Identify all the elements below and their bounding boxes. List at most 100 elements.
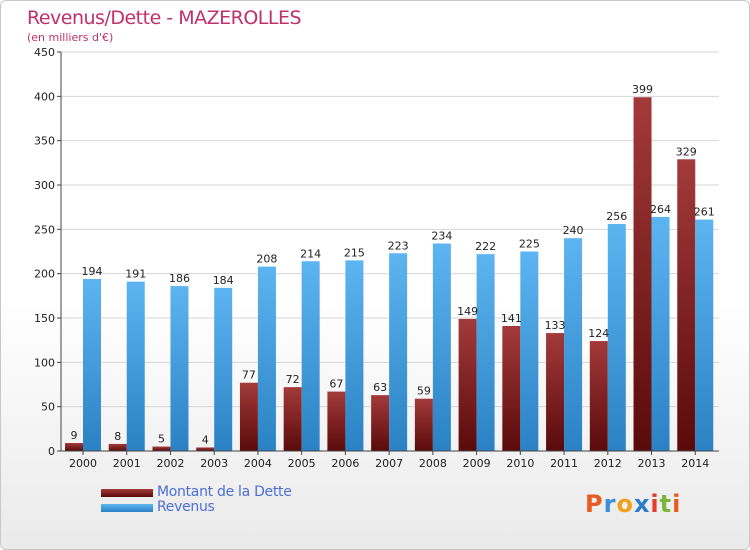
data-label-revenus: 234 [431, 230, 452, 243]
x-tick-label: 2011 [550, 457, 578, 470]
data-label-dette: 72 [286, 373, 300, 386]
bar-revenus [607, 224, 626, 451]
logo-letter: o [616, 490, 634, 518]
bar-dette [65, 443, 83, 451]
y-tick-label: 450 [34, 46, 55, 59]
legend-swatch-dette [101, 489, 153, 497]
y-tick-label: 200 [34, 268, 55, 281]
bar-revenus [564, 238, 583, 451]
data-label-revenus: 240 [563, 224, 584, 237]
chart-title: Revenus/Dette - MAZEROLLES [27, 7, 302, 29]
data-label-revenus: 225 [519, 238, 540, 251]
chart-subtitle: (en milliers d'€) [27, 31, 114, 44]
data-label-revenus: 222 [475, 240, 496, 253]
bar-revenus [83, 278, 101, 451]
y-tick-label: 0 [48, 445, 55, 458]
data-label-dette: 77 [242, 369, 256, 382]
data-label-dette: 9 [71, 429, 78, 442]
bar-dette [589, 341, 608, 451]
bar-dette [633, 97, 652, 451]
data-label-dette: 149 [457, 305, 478, 318]
data-label-revenus: 194 [82, 265, 103, 278]
data-label-revenus: 208 [256, 253, 277, 266]
y-tick-label: 100 [34, 356, 55, 369]
bar-dette [239, 382, 258, 451]
bar-revenus [432, 243, 451, 451]
bar-dette [458, 318, 477, 451]
bar-revenus [651, 216, 670, 451]
bar-revenus [301, 261, 320, 451]
bar-dette [546, 333, 565, 451]
data-label-dette: 133 [545, 319, 566, 332]
x-tick-label: 2009 [463, 457, 491, 470]
x-tick-label: 2006 [331, 457, 359, 470]
y-tick-label: 250 [34, 223, 55, 236]
data-label-dette: 4 [202, 433, 209, 446]
x-tick-label: 2000 [69, 457, 97, 470]
data-label-revenus: 264 [650, 203, 671, 216]
x-tick-label: 2001 [113, 457, 141, 470]
data-label-revenus: 223 [388, 239, 409, 252]
bar-revenus [257, 266, 276, 451]
bar-revenus [214, 287, 233, 451]
axes: 0 50 100 150 200 250 300 350 400 450 2000 2001 2002 2… [34, 46, 719, 470]
bar-dette [371, 395, 390, 451]
bar-revenus [170, 286, 189, 451]
data-label-revenus: 184 [213, 274, 234, 287]
logo-letter: t [659, 490, 673, 518]
data-label-revenus: 256 [606, 210, 627, 223]
bar-dette [414, 398, 433, 451]
logo-letter: P [585, 490, 604, 518]
proxiti-logo: Proxiti [585, 490, 681, 518]
data-label-dette: 5 [158, 433, 165, 446]
bar-revenus [345, 260, 364, 451]
logo-letter: i [650, 490, 660, 518]
logo-letter: x [633, 490, 651, 518]
data-label-dette: 124 [588, 327, 609, 340]
bar-revenus [389, 253, 408, 451]
y-tick-label: 50 [41, 401, 55, 414]
x-tick-label: 2008 [419, 457, 447, 470]
x-tick-label: 2003 [200, 457, 228, 470]
data-label-revenus: 191 [125, 268, 146, 281]
data-label-dette: 63 [373, 381, 387, 394]
data-labels: 9 194 8 191 5 186 4 184 77 208 72 214 67 215 63 223 59 23… [71, 83, 715, 446]
bars [65, 97, 714, 451]
y-tick-label: 350 [34, 135, 55, 148]
data-label-dette: 141 [501, 312, 522, 325]
logo-letter: i [672, 490, 682, 518]
y-tick-label: 150 [34, 312, 55, 325]
x-tick-label: 2005 [288, 457, 316, 470]
bar-revenus [695, 219, 714, 451]
bar-revenus [520, 251, 539, 451]
bar-dette [677, 159, 696, 451]
data-label-revenus: 214 [300, 247, 321, 260]
x-tick-label: 2002 [156, 457, 184, 470]
bar-dette [327, 391, 346, 451]
bar-dette [283, 387, 302, 451]
x-tick-label: 2007 [375, 457, 403, 470]
x-tick-label: 2012 [594, 457, 622, 470]
data-label-dette: 399 [632, 83, 653, 96]
y-tick-label: 300 [34, 179, 55, 192]
data-label-revenus: 261 [694, 206, 715, 219]
logo-letter: r [603, 490, 617, 518]
x-tick-label: 2014 [681, 457, 709, 470]
data-label-dette: 8 [114, 430, 121, 443]
bar-revenus [476, 254, 495, 451]
bar-dette [152, 446, 171, 451]
x-tick-label: 2013 [638, 457, 666, 470]
data-label-dette: 67 [329, 378, 343, 391]
legend-label-dette: Montant de la Dette [157, 484, 292, 500]
bar-revenus [126, 281, 145, 451]
data-label-revenus: 215 [344, 246, 365, 259]
bar-dette [196, 447, 215, 451]
bar-dette [108, 443, 127, 451]
legend-label-revenus: Revenus [157, 499, 215, 515]
x-tick-label: 2010 [506, 457, 534, 470]
data-label-dette: 329 [676, 145, 697, 158]
y-tick-label: 400 [34, 90, 55, 103]
bar-dette [502, 325, 521, 451]
